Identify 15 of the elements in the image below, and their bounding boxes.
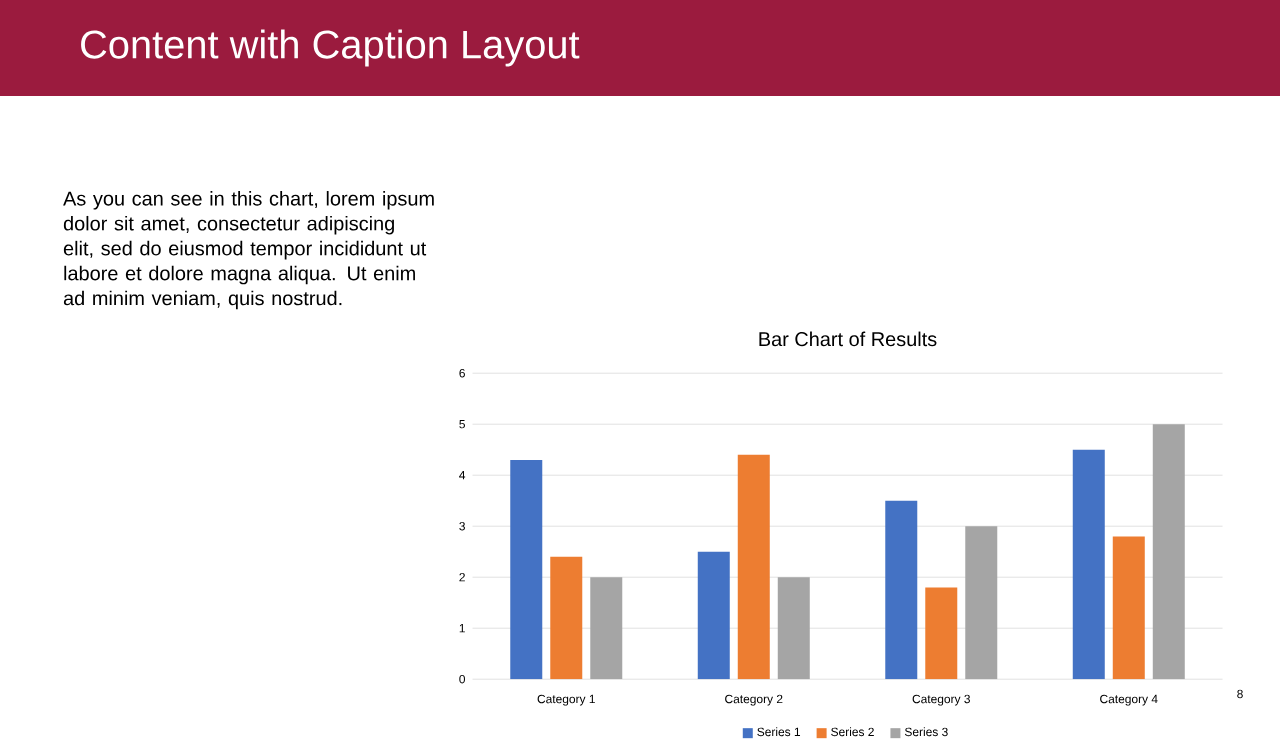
bar: [510, 459, 543, 679]
bar: [925, 586, 958, 679]
chart-title: Bar Chart of Results: [759, 331, 937, 346]
bar: [1112, 535, 1145, 679]
bar: [1072, 449, 1105, 679]
bar: [590, 576, 623, 679]
bar: [965, 525, 998, 679]
text: Content with Caption Layout: [81, 28, 580, 67]
bar: [885, 500, 918, 679]
bar: [697, 551, 730, 679]
text: As you can see in this chart, lorem ipsum dolor sit amet, consectetur adipiscing elit, sed do eiusmod tempor incididunt ut labore et dolore magna aliqua. Ut enim ad minim veniam, quis nostrud.: [63, 190, 434, 309]
bar: [777, 576, 810, 679]
bar: [1152, 423, 1185, 679]
bar: [550, 556, 583, 679]
bar: [737, 454, 770, 679]
